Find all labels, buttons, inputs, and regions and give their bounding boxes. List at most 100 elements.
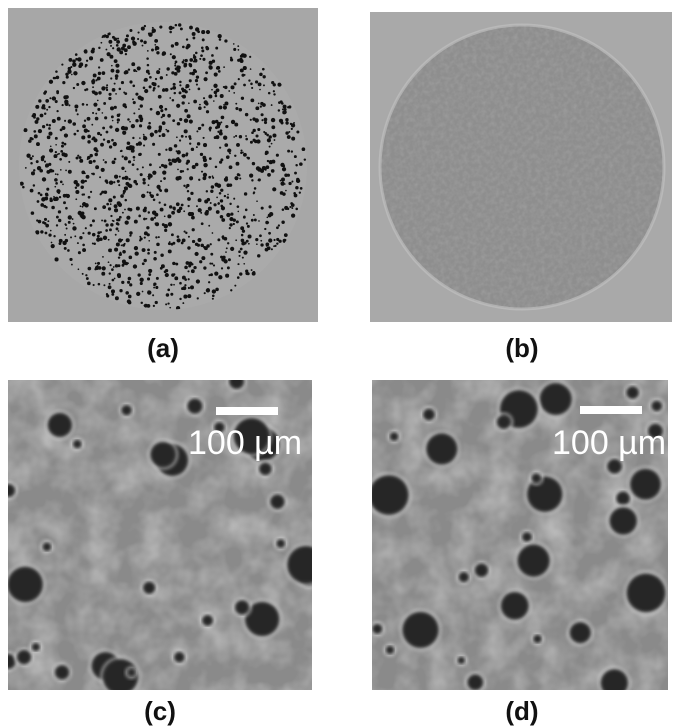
particle: [109, 272, 111, 274]
particle: [176, 104, 180, 108]
particle: [120, 150, 122, 152]
particle: [227, 148, 231, 152]
particle: [84, 89, 86, 91]
particle: [68, 215, 72, 219]
particle: [82, 232, 84, 234]
particle: [206, 190, 208, 192]
particle: [156, 111, 160, 115]
particle: [72, 218, 74, 220]
particle: [149, 192, 151, 194]
particle: [218, 275, 222, 279]
particle: [111, 115, 114, 118]
particle: [49, 124, 52, 127]
particle: [243, 84, 246, 87]
particle: [40, 194, 43, 197]
particle: [114, 59, 118, 63]
particle: [132, 137, 134, 139]
particle: [174, 276, 178, 280]
particle: [31, 211, 35, 215]
particle: [174, 63, 176, 65]
particle: [112, 279, 115, 282]
particle: [132, 98, 134, 100]
particle: [163, 88, 165, 90]
particle: [62, 241, 66, 245]
particle: [263, 75, 266, 78]
particle: [184, 266, 188, 270]
particle: [154, 213, 158, 217]
particle: [82, 124, 86, 128]
particle: [186, 184, 189, 187]
particle: [219, 132, 223, 136]
particle: [212, 120, 216, 124]
particle: [162, 170, 166, 174]
particle: [121, 405, 131, 415]
particle: [280, 180, 282, 182]
particle: [216, 210, 220, 214]
particle: [97, 262, 100, 265]
particle: [198, 127, 201, 130]
particle: [102, 205, 106, 209]
particle: [291, 181, 293, 183]
particle: [179, 139, 181, 141]
particle: [208, 281, 210, 283]
particle: [183, 295, 187, 299]
particle: [71, 74, 73, 76]
particle: [228, 258, 231, 261]
particle: [218, 70, 221, 73]
particle: [159, 166, 161, 168]
particle: [65, 207, 68, 210]
particle: [104, 220, 107, 223]
particle: [188, 287, 190, 289]
particle: [207, 288, 210, 291]
particle: [198, 106, 202, 110]
particle: [111, 69, 115, 73]
particle: [201, 171, 203, 173]
particle: [148, 33, 152, 37]
particle: [497, 415, 511, 429]
particle: [266, 165, 270, 169]
particle: [106, 181, 109, 184]
particle: [174, 652, 185, 663]
particle: [125, 38, 129, 42]
particle: [144, 78, 148, 82]
particle: [136, 292, 140, 296]
particle: [132, 41, 136, 45]
particle: [86, 175, 90, 179]
particle: [64, 234, 66, 236]
particle: [168, 222, 172, 226]
particle: [111, 293, 114, 296]
particle: [124, 70, 128, 74]
particle: [302, 147, 306, 151]
particle: [219, 105, 223, 109]
particle: [253, 191, 255, 193]
particle: [193, 100, 197, 104]
particle: [55, 173, 57, 175]
particle: [178, 176, 182, 180]
particle: [43, 543, 51, 551]
particle: [273, 90, 275, 92]
particle: [170, 53, 172, 55]
particle: [129, 256, 133, 260]
particle: [212, 60, 215, 63]
particle: [166, 67, 169, 70]
particle: [288, 105, 291, 108]
particle: [121, 47, 125, 51]
particle: [45, 99, 49, 103]
particle: [84, 50, 88, 54]
particle: [229, 374, 244, 389]
particle: [179, 282, 182, 285]
particle: [133, 69, 136, 72]
particle: [211, 54, 214, 57]
particle: [136, 206, 140, 210]
particle: [165, 149, 167, 151]
particle: [43, 107, 45, 109]
particle: [171, 211, 175, 215]
particle: [258, 82, 262, 86]
particle: [123, 262, 126, 265]
particle: [256, 200, 258, 202]
particle: [26, 154, 30, 158]
particle: [150, 194, 152, 196]
particle: [213, 264, 215, 266]
particle: [114, 83, 116, 85]
particle: [177, 66, 181, 70]
